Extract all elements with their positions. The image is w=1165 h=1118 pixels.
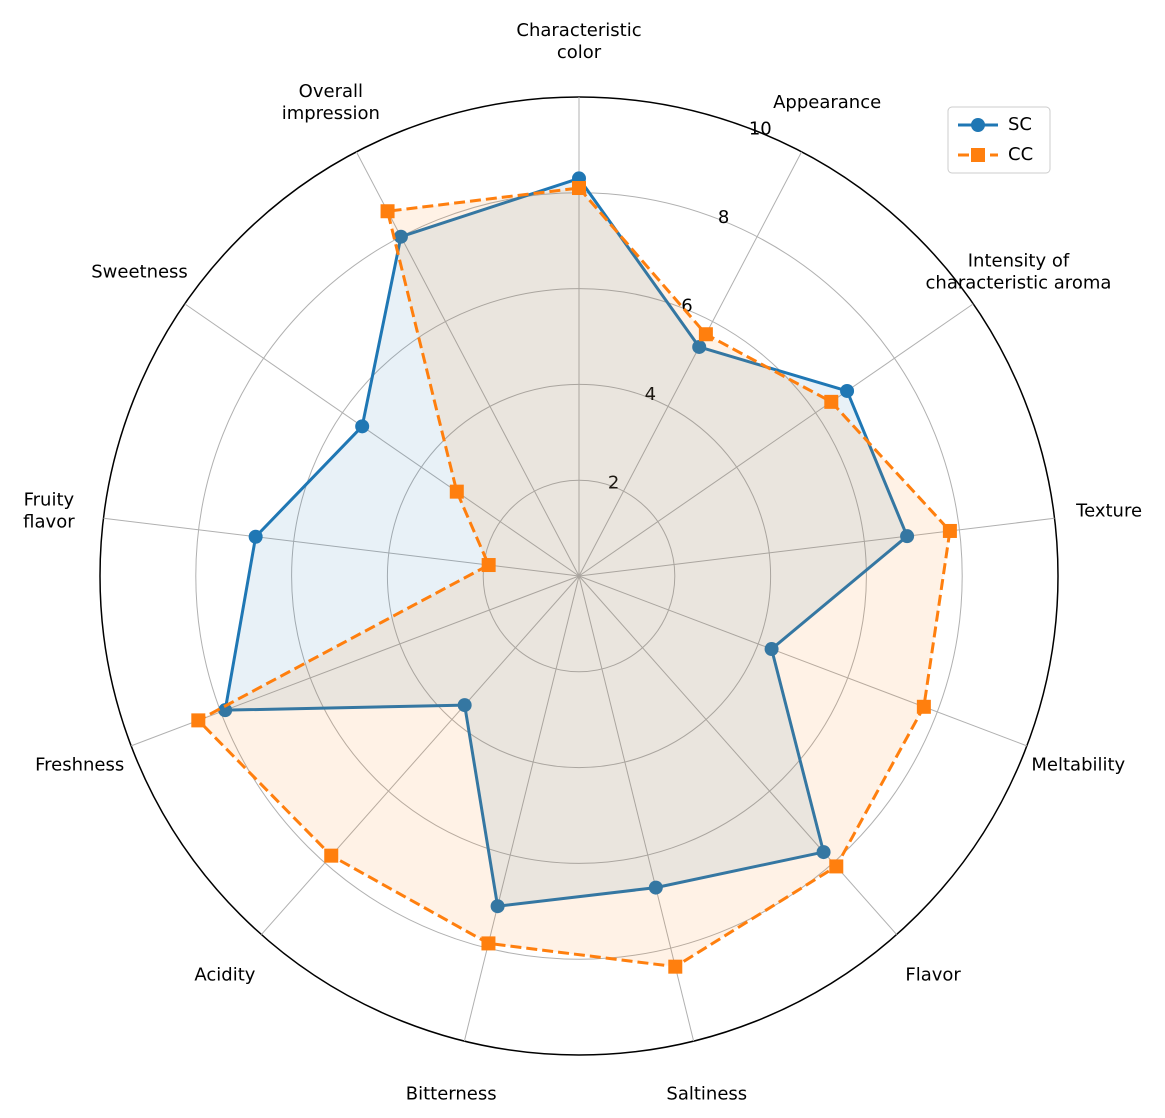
marker (692, 339, 707, 354)
marker (355, 419, 370, 434)
spoke (260, 575, 580, 935)
marker (380, 204, 395, 219)
marker (248, 529, 263, 544)
legend: SC CC (947, 106, 1051, 174)
legend-label: SC (1008, 114, 1032, 135)
category-label: Appearance (773, 92, 881, 113)
marker (916, 699, 931, 714)
marker (191, 713, 206, 728)
marker (490, 899, 505, 914)
marker (457, 698, 472, 713)
category-label: Meltability (1031, 754, 1125, 775)
r-tick-label: 6 (681, 295, 692, 316)
legend-marker (971, 118, 985, 132)
marker (824, 394, 839, 409)
r-tick-label: 8 (718, 207, 729, 228)
category-label: Flavor (905, 965, 961, 986)
marker (840, 383, 855, 398)
marker (698, 327, 713, 342)
series-area (225, 178, 908, 907)
marker (900, 529, 915, 544)
category-label: Fruity flavor (23, 490, 75, 533)
marker (449, 484, 464, 499)
spoke (463, 575, 580, 1042)
spoke (578, 517, 1055, 577)
marker (648, 880, 663, 895)
legend-label: CC (1008, 144, 1033, 165)
spoke (103, 517, 580, 577)
spoke (184, 303, 580, 577)
category-label: Sweetness (91, 262, 188, 283)
category-label: Saltiness (666, 1083, 747, 1104)
marker (764, 642, 779, 657)
category-label: Acidity (194, 965, 255, 986)
series-area (198, 188, 950, 967)
series-line (196, 186, 952, 969)
category-label: Bitterness (406, 1083, 497, 1104)
r-tick-label: 4 (645, 384, 656, 405)
category-label: Intensity of characteristic aroma (926, 251, 1112, 294)
marker (393, 229, 408, 244)
spoke (578, 575, 1028, 747)
r-tick-label: 2 (608, 472, 619, 493)
spoke (578, 303, 974, 577)
marker (942, 523, 957, 538)
legend-marker (971, 148, 985, 162)
legend-box (947, 106, 1051, 174)
spoke (355, 151, 580, 577)
spoke (578, 575, 898, 935)
category-label: Freshness (35, 754, 124, 775)
spoke (578, 151, 803, 577)
marker (218, 703, 233, 718)
marker (829, 859, 844, 874)
category-label: Characteristic color (516, 20, 641, 63)
marker (668, 959, 683, 974)
marker (324, 848, 339, 863)
category-label: Texture (1075, 501, 1142, 522)
marker (816, 845, 831, 860)
r-tick-label: 10 (749, 118, 772, 139)
category-label: Overall impression (282, 81, 380, 124)
marker (572, 181, 586, 196)
marker (481, 558, 496, 573)
marker (481, 936, 496, 951)
series-line (223, 176, 909, 908)
